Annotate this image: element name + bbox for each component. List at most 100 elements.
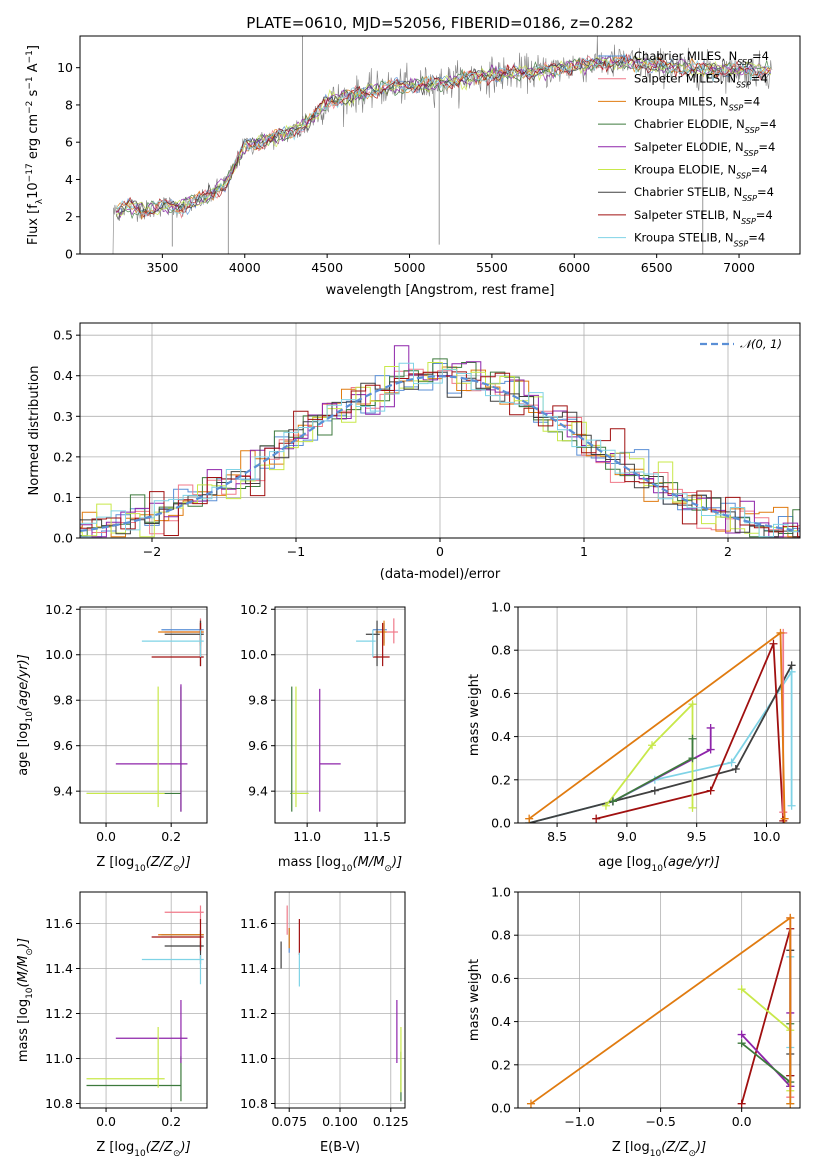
errorbar-chabrier_stelib (164, 620, 204, 667)
x-tick-label: 9.5 (687, 829, 707, 844)
panel-mass_vs_Z: 0.0 0.2 10.8 11.0 11.2 11.4 11.6 Z [log10(Z/Z⊙)… (16, 891, 208, 1159)
errorbar-salpeter_elodie (319, 688, 341, 812)
y-axis-label: mass [log10(M/M⊙)] (16, 938, 35, 1062)
weight-point (650, 786, 659, 795)
weight-point (786, 913, 795, 922)
y-tick-label: 9.4 (53, 784, 73, 799)
y-tick-label: 11.0 (240, 1051, 268, 1066)
errorbar-salpeter_elodie (115, 684, 188, 812)
histogram-step-kroupa_miles (80, 366, 800, 538)
chart-title: PLATE=0610, MJD=52056, FIBERID=0186, z=0… (246, 14, 633, 32)
axes-frame-age_vs_Z (79, 606, 208, 824)
errorbar-salpeter_elodie (115, 1000, 188, 1063)
axes-frame-weight_vs_age (517, 606, 801, 824)
legend-entry-salpeter_stelib: Salpeter STELIB, NSSP=4 (634, 208, 773, 226)
plot-area-spectrum (112, 36, 773, 254)
plot-area-mass_vs_EBV (275, 892, 405, 1108)
y-tick-label: 0.3 (53, 409, 73, 424)
weight-point (706, 745, 715, 754)
model-line-salpeter_miles (115, 54, 771, 219)
weight-point (780, 814, 789, 823)
x-tick-label: 4000 (229, 260, 261, 275)
y-tick-label: 8 (65, 97, 73, 112)
errorbar-chabrier_miles (372, 622, 387, 644)
weight-line (741, 1023, 792, 1084)
legend-entry-kroupa_miles: Kroupa MILES, NSSP=4 (634, 94, 760, 112)
y-tick-label: 11.6 (45, 916, 73, 931)
y-tick-label: 10.2 (240, 602, 268, 617)
model-line-kroupa_elodie (115, 55, 771, 218)
x-tick-label: 0.075 (271, 1114, 307, 1129)
x-tick-label: 3500 (146, 260, 178, 275)
y-tick-label: 10 (57, 60, 73, 75)
y-tick-label: 11.0 (45, 1051, 73, 1066)
weight-point (706, 786, 715, 795)
y-tick-label: 0.1 (53, 490, 73, 505)
y-tick-label: 10.0 (45, 647, 73, 662)
x-tick-label: 0.2 (161, 829, 181, 844)
weight-line (528, 664, 793, 823)
weight-point (526, 1099, 535, 1108)
errorbar-kroupa_stelib (356, 629, 376, 658)
errorbar-kroupa_elodie (86, 686, 165, 808)
errorbar-kroupa_elodie (86, 1027, 165, 1088)
weight-point (592, 814, 601, 823)
y-tick-label: 0.6 (491, 686, 511, 701)
y-tick-label: 0.4 (491, 1014, 511, 1029)
y-tick-label: 10.8 (240, 1096, 268, 1111)
y-axis-label: mass weight (467, 674, 482, 756)
weight-point (787, 801, 796, 810)
legend-entry-kroupa_elodie: Kroupa ELODIE, NSSP=4 (634, 163, 768, 181)
y-tick-label: 0.0 (491, 1101, 511, 1116)
weight-point (688, 734, 697, 743)
plot-area-age_vs_mass (275, 607, 405, 823)
weight-point (688, 700, 697, 709)
y-tick-label: 2 (65, 209, 73, 224)
x-tick-label: −1.0 (564, 1114, 594, 1129)
y-tick-label: 0.2 (491, 1057, 511, 1072)
histogram-step-chabrier_stelib (80, 371, 800, 538)
x-tick-label: 2 (724, 544, 732, 559)
legend-entry-normal: 𝒩(0, 1) (740, 337, 782, 351)
errorbar-chabrier_miles (161, 622, 204, 644)
y-tick-label: 0.5 (53, 328, 73, 343)
x-tick-label: 5500 (476, 260, 508, 275)
errorbar-chabrier_stelib (164, 941, 204, 964)
errorbar-kroupa_miles (158, 620, 204, 646)
model-line-chabrier_stelib (115, 54, 771, 221)
histogram-step-chabrier_miles (80, 363, 800, 538)
x-tick-label: 0.0 (96, 1114, 116, 1129)
weight-point (688, 803, 697, 812)
panel-mass_vs_EBV: 0.075 0.100 0.125 10.8 11.0 11.2 11.4 11.6 E(B-V… (240, 891, 409, 1155)
errorbar-kroupa_elodie (291, 686, 309, 808)
y-tick-label: 6 (65, 135, 73, 150)
x-axis-label: wavelength [Angstrom, rest frame] (326, 283, 555, 298)
axes-frame-age_vs_mass (274, 606, 406, 824)
legend-entry-salpeter_miles: Salpeter MILES, NSSP=4 (634, 72, 768, 90)
x-tick-label: −0.5 (645, 1114, 675, 1129)
weight-series-chabrier_elodie (737, 1019, 795, 1087)
weight-series-kroupa_miles (525, 628, 789, 823)
x-tick-label: 0 (436, 544, 444, 559)
legend-entry-salpeter_elodie: Salpeter ELODIE, NSSP=4 (634, 140, 775, 158)
axes-frame-mass_vs_Z (79, 891, 208, 1109)
y-tick-label: 11.4 (45, 961, 73, 976)
x-tick-label: 0.0 (732, 1114, 752, 1129)
y-tick-label: 10.8 (45, 1096, 73, 1111)
y-tick-label: 0.6 (491, 971, 511, 986)
y-tick-label: 11.2 (45, 1006, 73, 1021)
y-axis-label: age [log10(age/yr)] (16, 654, 35, 776)
plot-area-weight_vs_Z (518, 892, 800, 1108)
errorbar-kroupa_stelib (141, 629, 204, 658)
errorbar-salpeter_miles (164, 618, 204, 644)
x-tick-label: 8.5 (547, 829, 567, 844)
legend-entry-chabrier_elodie: Chabrier ELODIE, NSSP=4 (634, 117, 776, 135)
panel-age_vs_Z: 0.0 0.2 9.4 9.6 9.8 10.0 10.2 Z [log10(Z/Z⊙)] ag… (16, 602, 208, 874)
y-tick-label: 9.6 (53, 738, 73, 753)
y-tick-label: 9.6 (248, 738, 268, 753)
y-tick-label: 9.4 (248, 784, 268, 799)
legend: Chabrier MILES, NSSP=4 Salpeter MILES, NS… (598, 49, 776, 248)
plot-area-age_vs_Z (80, 607, 207, 823)
histogram-step-kroupa_stelib (80, 362, 800, 538)
